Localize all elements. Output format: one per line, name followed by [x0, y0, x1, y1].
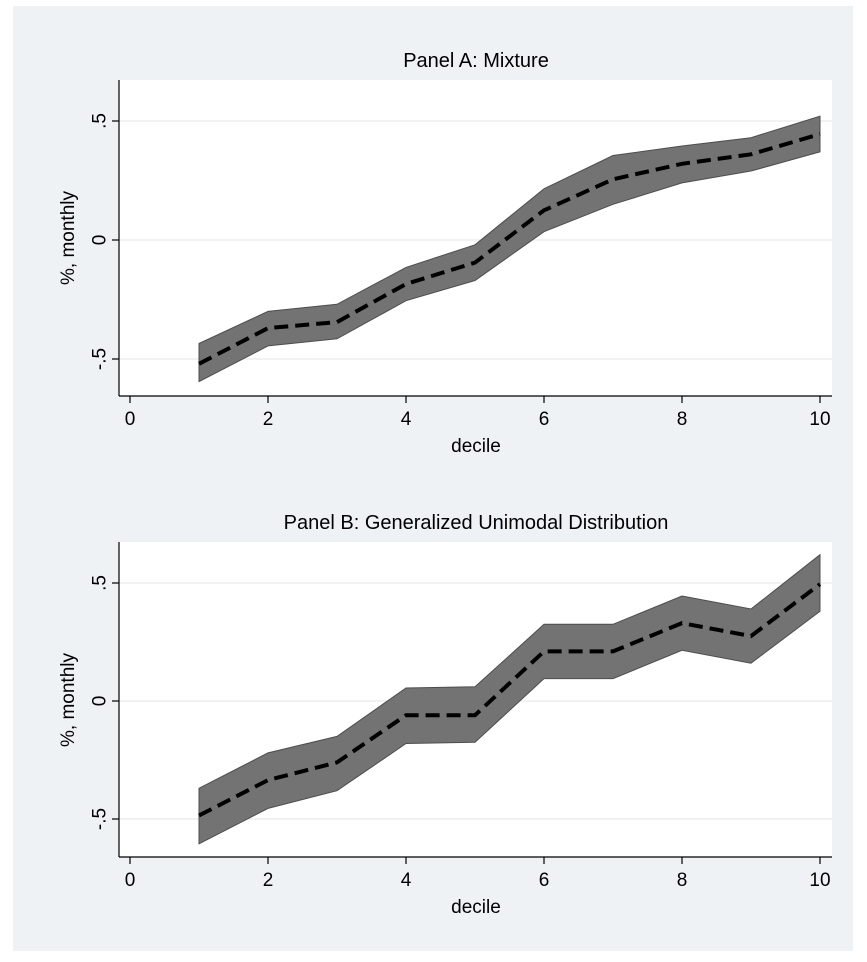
panel-title: Panel B: Generalized Unimodal Distributi…: [284, 512, 669, 534]
y-tick-label: 0: [90, 235, 111, 246]
x-tick-label: 2: [263, 870, 274, 891]
axis-ticks: -.5 0 .5 0 2 4 6 8 10: [90, 575, 831, 891]
estimate-line: [198, 132, 821, 366]
y-tick-label: -.5: [90, 808, 111, 830]
panel-title: Panel A: Mixture: [403, 50, 549, 72]
y-tick-label: -.5: [90, 348, 111, 370]
y-axis-title: %, monthly: [58, 653, 79, 747]
x-tick-label: 10: [809, 409, 830, 430]
axis-ticks: -.5 0 .5 0 2 4 6 8 10: [90, 113, 831, 430]
panel-b: Panel B: Generalized Unimodal Distributi…: [58, 512, 832, 918]
x-tick-label: 2: [263, 409, 274, 430]
x-tick-label: 0: [125, 870, 136, 891]
x-tick-label: 8: [677, 409, 688, 430]
y-tick-label: .5: [90, 113, 111, 129]
x-axis-title: decile: [451, 436, 501, 457]
estimate-line: [198, 582, 822, 818]
x-tick-label: 6: [539, 409, 550, 430]
y-axis-title: %, monthly: [58, 191, 79, 285]
x-tick-label: 6: [539, 870, 550, 891]
confidence-band: [198, 553, 821, 845]
y-tick-label: .5: [90, 575, 111, 591]
x-tick-label: 10: [809, 870, 830, 891]
x-tick-label: 0: [125, 409, 136, 430]
confidence-band: [198, 115, 821, 383]
panel-a: Panel A: Mixture -.5 0 .5 0 2 4 6 8 10 decile %,…: [58, 50, 832, 457]
x-tick-label: 8: [677, 870, 688, 891]
x-axis-title: decile: [451, 897, 501, 918]
x-tick-label: 4: [401, 870, 412, 891]
y-tick-label: 0: [90, 696, 111, 707]
x-tick-label: 4: [401, 409, 412, 430]
